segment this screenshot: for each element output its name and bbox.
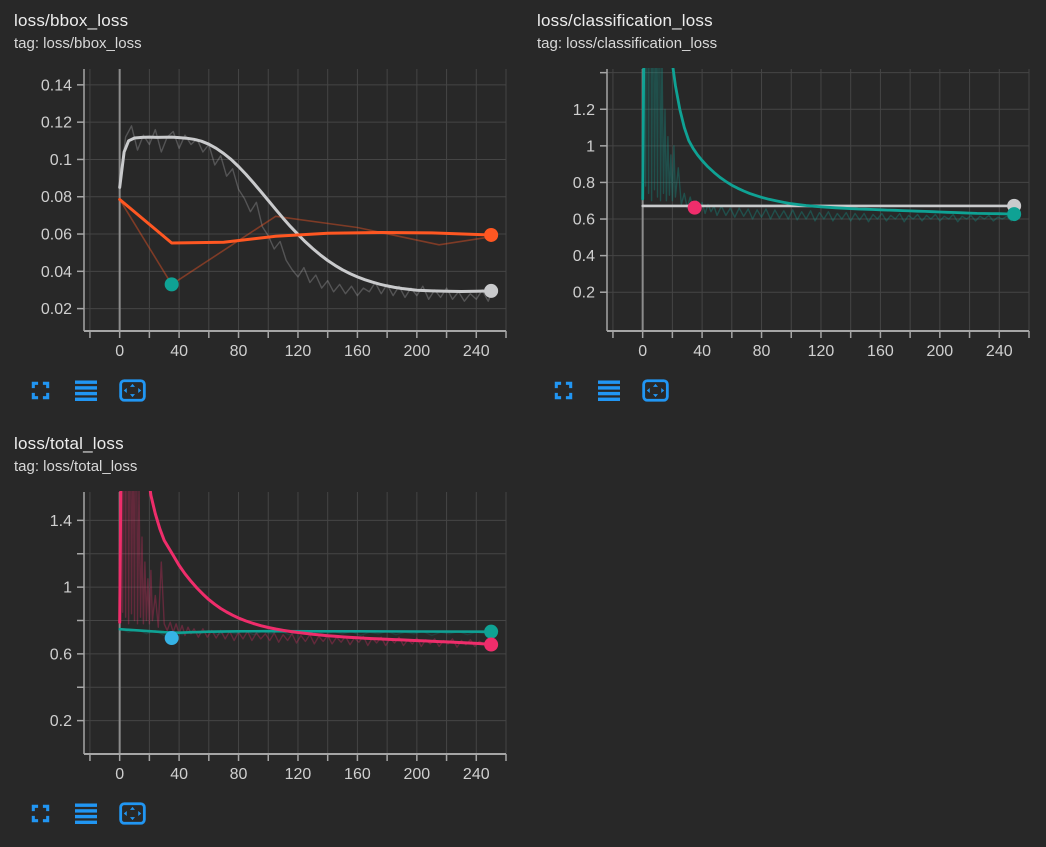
- chart-title: loss/classification_loss: [537, 11, 713, 30]
- expand-card-button[interactable]: [26, 800, 54, 826]
- series-orange-raw: [118, 198, 492, 286]
- y-tick-label: 0.14: [41, 77, 72, 94]
- toggle-data-table-button[interactable]: [72, 800, 100, 826]
- fit-to-frame-arrows-icon: [641, 378, 669, 402]
- y-tick-label: 0.6: [50, 646, 72, 663]
- y-tick-label: 0.1: [50, 152, 72, 169]
- series-gray-raw: [118, 125, 492, 302]
- chart-card-bbox-loss: loss/bbox_loss tag: loss/bbox_loss 0 40 80…: [0, 0, 523, 423]
- classification-loss-chart[interactable]: 0 40 80 120 160 200 240 0.2 0.4 0.6 0.8 1 1.2: [537, 61, 1046, 363]
- y-tick-label: 0.04: [41, 264, 72, 281]
- chart-tag: tag: loss/bbox_loss: [14, 35, 142, 52]
- total-loss-chart[interactable]: 0 40 80 120 160 200 240 0.2 0.6 1 1.4: [14, 484, 523, 786]
- x-tick-label: 200: [403, 343, 430, 360]
- series-pink-smoothed: [118, 491, 493, 646]
- x-tick-label: 40: [170, 343, 188, 360]
- y-tick-label: 0.8: [573, 175, 595, 192]
- card-toolbar: [14, 800, 523, 826]
- y-tick-label: 0.12: [41, 115, 72, 132]
- series-teal-smoothed: [118, 627, 493, 634]
- card-toolbar: [14, 377, 523, 403]
- toggle-data-table-button[interactable]: [72, 377, 100, 403]
- endpoint-marker: [484, 283, 499, 298]
- endpoint-marker: [484, 637, 499, 652]
- series-orange-smoothed: [118, 198, 493, 245]
- chart-title: loss/bbox_loss: [14, 11, 129, 30]
- series-gray-smoothed: [118, 135, 493, 293]
- x-tick-label: 160: [867, 343, 894, 360]
- x-tick-label: 160: [344, 343, 371, 360]
- fullscreen-corners-icon: [554, 381, 572, 399]
- chart-tag: tag: loss/classification_loss: [537, 35, 718, 52]
- x-tick-label: 240: [463, 343, 490, 360]
- y-tick-label: 0.2: [50, 713, 72, 730]
- fullscreen-corners-icon: [31, 804, 49, 822]
- fullscreen-corners-icon: [31, 381, 49, 399]
- fit-domain-button[interactable]: [641, 377, 669, 403]
- y-tick-label: 1.4: [50, 513, 72, 530]
- x-tick-label: 80: [230, 766, 248, 783]
- chart-title: loss/total_loss: [14, 434, 124, 453]
- bbox-loss-chart[interactable]: 0 40 80 120 160 200 240 0.02 0.04 0.06 0.08 0.1 0.12…: [14, 61, 523, 363]
- chart-card-classification-loss: loss/classification_loss tag: loss/class…: [523, 0, 1046, 423]
- x-tick-label: 80: [753, 343, 771, 360]
- x-tick-label: 80: [230, 343, 248, 360]
- chart-tag: tag: loss/total_loss: [14, 458, 138, 475]
- fit-to-frame-arrows-icon: [118, 378, 146, 402]
- x-tick-label: 200: [403, 766, 430, 783]
- x-tick-label: 40: [693, 343, 711, 360]
- endpoint-marker: [484, 624, 499, 639]
- stacked-lines-icon: [598, 380, 620, 401]
- fit-to-frame-arrows-icon: [118, 801, 146, 825]
- y-tick-label: 0.06: [41, 227, 72, 244]
- step-marker: [164, 631, 179, 646]
- y-tick-label: 0.6: [573, 212, 595, 229]
- x-tick-label: 200: [926, 343, 953, 360]
- chart-card-total-loss: loss/total_loss tag: loss/total_loss 0 40…: [0, 423, 523, 847]
- x-tick-label: 0: [638, 343, 647, 360]
- x-tick-label: 160: [344, 766, 371, 783]
- x-tick-label: 240: [986, 343, 1013, 360]
- series-pink-raw: [118, 491, 492, 648]
- step-marker: [687, 200, 702, 215]
- x-tick-label: 0: [115, 766, 124, 783]
- series-teal-raw: [641, 68, 1015, 223]
- stacked-lines-icon: [75, 803, 97, 824]
- y-tick-label: 1: [63, 580, 72, 597]
- endpoint-marker: [1007, 207, 1022, 222]
- expand-card-button[interactable]: [26, 377, 54, 403]
- fit-domain-button[interactable]: [118, 377, 146, 403]
- step-marker: [164, 277, 179, 292]
- expand-card-button[interactable]: [549, 377, 577, 403]
- endpoint-marker: [484, 227, 499, 242]
- fit-domain-button[interactable]: [118, 800, 146, 826]
- y-tick-label: 0.2: [573, 285, 595, 302]
- x-tick-label: 0: [115, 343, 124, 360]
- y-tick-label: 1.2: [573, 102, 595, 119]
- y-tick-label: 0.02: [41, 301, 72, 318]
- stacked-lines-icon: [75, 380, 97, 401]
- x-tick-label: 120: [285, 766, 312, 783]
- toggle-data-table-button[interactable]: [595, 377, 623, 403]
- x-tick-label: 240: [463, 766, 490, 783]
- x-tick-label: 40: [170, 766, 188, 783]
- x-tick-label: 120: [285, 343, 312, 360]
- y-tick-label: 0.4: [573, 248, 595, 265]
- y-tick-label: 1: [586, 138, 595, 155]
- x-tick-label: 120: [808, 343, 835, 360]
- series-teal-smoothed: [641, 68, 1016, 216]
- card-toolbar: [537, 377, 1046, 403]
- y-tick-label: 0.08: [41, 189, 72, 206]
